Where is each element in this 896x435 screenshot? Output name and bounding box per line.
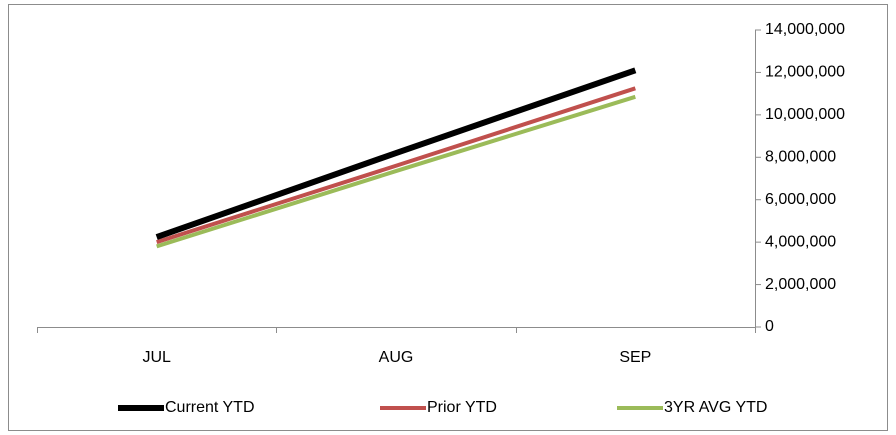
y-tick-label: 8,000,000 — [765, 149, 836, 166]
y-tick-label: 10,000,000 — [765, 106, 845, 123]
legend-label: Prior YTD — [427, 399, 497, 416]
legend-label: 3YR AVG YTD — [664, 399, 767, 416]
y-tick-label: 4,000,000 — [765, 233, 836, 250]
y-tick-label: 6,000,000 — [765, 191, 836, 208]
chart-frame — [8, 4, 888, 431]
series-line — [156, 94, 636, 249]
y-tick-label: 2,000,000 — [765, 276, 836, 293]
y-tick-label: 12,000,000 — [765, 64, 845, 81]
x-tick-label: AUG — [379, 349, 414, 366]
series-line — [155, 67, 637, 240]
series-line — [156, 86, 636, 245]
x-tick-label: JUL — [142, 349, 171, 366]
y-tick-label: 14,000,000 — [765, 21, 845, 38]
x-tick-label: SEP — [619, 349, 651, 366]
legend-label: Current YTD — [165, 399, 255, 416]
y-tick-label: 0 — [765, 318, 774, 335]
